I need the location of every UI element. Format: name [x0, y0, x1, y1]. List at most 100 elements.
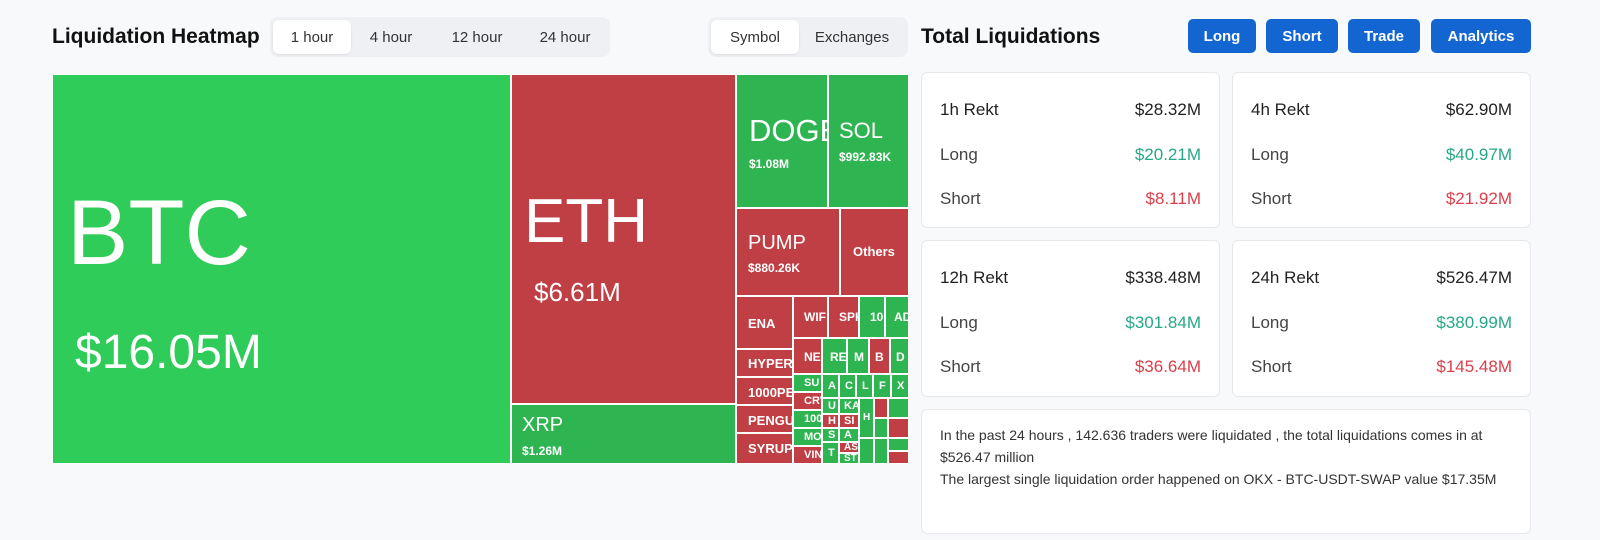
- tile-symbol: H: [828, 415, 836, 427]
- card-short-label: Short: [940, 189, 981, 208]
- tile-h[interactable]: H: [822, 414, 839, 428]
- tile-btc[interactable]: BTC $16.05M: [52, 74, 511, 464]
- tile-re[interactable]: RE: [822, 338, 847, 374]
- tile-spk[interactable]: SPK: [828, 296, 859, 338]
- tile-c[interactable]: C: [839, 374, 856, 398]
- tile-value: $880.26K: [748, 261, 801, 275]
- tab-24-hour[interactable]: 24 hour: [539, 28, 591, 46]
- trade-button[interactable]: Trade: [1348, 19, 1420, 53]
- tile-doge[interactable]: DOGE $1.08M: [736, 74, 828, 208]
- tile-d[interactable]: D: [890, 338, 909, 374]
- tile-syrup[interactable]: SYRUP: [736, 433, 793, 464]
- tile-wif[interactable]: WIF: [793, 296, 828, 338]
- rekt-card-4h: 4h Rekt $62.90M Long $40.97M Short $21.92M: [1232, 72, 1531, 228]
- tile-micro[interactable]: [888, 398, 909, 418]
- tab-exchanges[interactable]: Exchanges: [814, 28, 890, 46]
- card-period-label: 4h Rekt: [1251, 100, 1310, 119]
- tab-symbol[interactable]: Symbol: [711, 20, 799, 54]
- card-long-value: $20.21M: [1134, 145, 1201, 164]
- tile-st[interactable]: ST: [839, 453, 859, 464]
- tile-micro[interactable]: [888, 451, 909, 464]
- short-button[interactable]: Short: [1266, 19, 1338, 53]
- card-short-label: Short: [1251, 189, 1292, 208]
- tile-h2[interactable]: H: [859, 398, 874, 438]
- tile-u[interactable]: U: [822, 398, 839, 414]
- tile-ne[interactable]: NE: [793, 338, 822, 374]
- tile-vin[interactable]: VIN: [793, 446, 822, 464]
- tab-12-hour[interactable]: 12 hour: [451, 28, 503, 46]
- card-long-label: Long: [940, 145, 978, 164]
- tile-value: $1.08M: [749, 157, 790, 171]
- tile-m[interactable]: M: [847, 338, 869, 374]
- tile-symbol: B: [875, 350, 884, 364]
- long-button[interactable]: Long: [1188, 19, 1256, 53]
- card-total-value: $338.48M: [1125, 268, 1201, 287]
- tile-1000pe[interactable]: 1000PE: [736, 377, 793, 405]
- tile-micro[interactable]: [859, 438, 874, 464]
- tile-micro[interactable]: [888, 418, 909, 438]
- tile-s[interactable]: S: [822, 428, 839, 442]
- total-liquidations-title: Total Liquidations: [921, 25, 1101, 48]
- rekt-card-12h: 12h Rekt $338.48M Long $301.84M Short $36.6…: [921, 240, 1220, 397]
- tile-symbol: PUMP: [748, 232, 806, 254]
- summary-traders-text: In the past 24 hours , 142.636 traders w…: [940, 427, 1483, 465]
- tile-symbol: ETH: [524, 187, 648, 256]
- tile-pump[interactable]: PUMP $880.26K: [736, 208, 840, 296]
- tile-sol[interactable]: SOL $992.83K: [828, 74, 909, 208]
- tab-4-hour[interactable]: 4 hour: [369, 28, 413, 46]
- tile-symbol: L: [862, 380, 869, 392]
- tile-symbol: D: [896, 350, 905, 364]
- card-period-label: 24h Rekt: [1251, 268, 1320, 287]
- tile-micro[interactable]: [888, 438, 909, 451]
- tile-symbol: F: [879, 380, 886, 392]
- tile-symbol: SYRUP: [748, 441, 793, 456]
- tile-xrp[interactable]: XRP $1.26M: [511, 404, 736, 464]
- tile-others[interactable]: Others: [840, 208, 909, 296]
- tile-symbol: VIN: [804, 449, 822, 461]
- tile-su[interactable]: SU: [793, 374, 822, 392]
- tile-symbol: Others: [853, 244, 895, 259]
- tile-as[interactable]: AS: [839, 442, 859, 453]
- tile-symbol: A: [828, 380, 836, 392]
- tile-hyper[interactable]: HYPER: [736, 349, 793, 377]
- card-short-value: $36.64M: [1134, 357, 1201, 376]
- tile-symbol: 1000PE: [748, 385, 793, 400]
- tile-symbol: PENGU: [748, 413, 793, 428]
- tile-a2[interactable]: A: [839, 428, 859, 442]
- tile-ad[interactable]: AD: [885, 296, 909, 338]
- card-short-value: $21.92M: [1445, 189, 1512, 208]
- tile-ena[interactable]: ENA: [736, 296, 793, 349]
- tile-symbol: T: [828, 447, 835, 459]
- tile-a[interactable]: A: [822, 374, 839, 398]
- tile-mo[interactable]: MO: [793, 428, 822, 446]
- tile-crv[interactable]: CRV: [793, 392, 822, 410]
- tile-l[interactable]: L: [856, 374, 873, 398]
- card-total-value: $62.90M: [1445, 100, 1512, 119]
- tile-micro[interactable]: [874, 418, 888, 438]
- tile-symbol: AD: [894, 310, 908, 324]
- tile-micro[interactable]: [874, 438, 888, 464]
- tile-10[interactable]: 10: [859, 296, 885, 338]
- tile-f[interactable]: F: [873, 374, 891, 398]
- tile-eth[interactable]: ETH $6.61M: [511, 74, 736, 404]
- tile-symbol: NE: [804, 350, 821, 364]
- tile-t[interactable]: T: [822, 442, 839, 464]
- liquidation-treemap: BTC $16.05M ETH $6.61M XRP $1.26M DOGE $…: [52, 74, 909, 464]
- rekt-card-24h: 24h Rekt $526.47M Long $380.99M Short $145.…: [1232, 240, 1531, 397]
- card-long-value: $301.84M: [1125, 313, 1201, 332]
- analytics-button[interactable]: Analytics: [1431, 19, 1531, 53]
- card-total-value: $526.47M: [1436, 268, 1512, 287]
- tile-b[interactable]: B: [869, 338, 890, 374]
- tile-value: $16.05M: [75, 326, 262, 379]
- tile-100[interactable]: 100: [793, 410, 822, 428]
- tile-x[interactable]: X: [891, 374, 909, 398]
- tile-symbol: AS: [844, 442, 858, 453]
- tab-1-hour[interactable]: 1 hour: [273, 20, 351, 54]
- tile-symbol: 100: [804, 413, 822, 425]
- tile-si[interactable]: SI: [839, 414, 859, 428]
- tile-ka[interactable]: KA: [839, 398, 859, 414]
- card-long-label: Long: [1251, 145, 1289, 164]
- tile-micro[interactable]: [874, 398, 888, 418]
- tile-pengu[interactable]: PENGU: [736, 405, 793, 433]
- tile-symbol: HYPER: [748, 356, 793, 371]
